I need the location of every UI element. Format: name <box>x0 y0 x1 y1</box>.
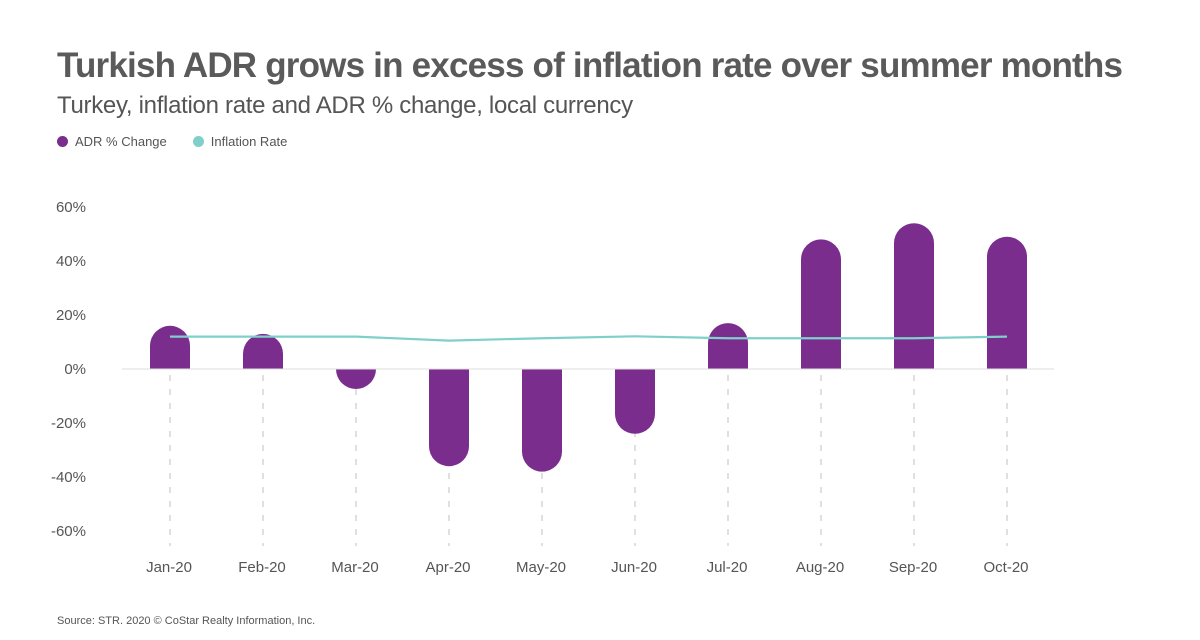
y-tick-label: -40% <box>51 469 86 486</box>
source-note: Source: STR. 2020 © CoStar Realty Inform… <box>57 615 316 627</box>
x-tick-label: Oct-20 <box>983 559 1028 576</box>
x-tick-label: Sep-20 <box>889 559 937 576</box>
inflation-line <box>170 335 1008 342</box>
y-tick-label: 40% <box>56 253 86 270</box>
legend-item-inflation: Inflation Rate <box>192 134 288 149</box>
x-tick-label: Jun-20 <box>611 559 657 576</box>
chart-title: Turkish ADR grows in excess of inflation… <box>57 46 1123 85</box>
x-tick-label: Apr-20 <box>425 559 470 576</box>
legend-swatch-inflation <box>192 136 204 147</box>
y-tick-label: 20% <box>56 307 86 324</box>
legend-label-inflation: Inflation Rate <box>210 134 288 149</box>
chart-subtitle: Turkey, inflation rate and ADR % change,… <box>57 92 633 119</box>
x-tick-label: Jul-20 <box>707 559 748 576</box>
adr-bar <box>522 369 562 472</box>
adr-bar <box>150 325 190 369</box>
adr-bar <box>336 369 376 389</box>
y-tick-label: 60% <box>56 199 86 216</box>
y-tick-label: -60% <box>51 523 86 540</box>
x-tick-label: Feb-20 <box>238 559 286 576</box>
legend-label-adr: ADR % Change <box>75 134 167 149</box>
legend-item-adr: ADR % Change <box>57 134 167 149</box>
x-tick-label: May-20 <box>516 559 566 576</box>
adr-bar <box>894 223 934 369</box>
adr-bar <box>801 239 841 369</box>
x-tick-label: Mar-20 <box>331 559 379 576</box>
adr-bar <box>987 236 1027 369</box>
adr-bar <box>429 369 469 467</box>
x-tick-label: Jan-20 <box>146 559 192 576</box>
adr-bar <box>615 369 655 434</box>
y-tick-label: 0% <box>64 361 86 378</box>
adr-bar <box>708 323 748 369</box>
legend: ADR % Change Inflation Rate <box>57 134 313 149</box>
legend-swatch-adr <box>57 136 68 147</box>
y-tick-label: -20% <box>51 415 86 432</box>
adr-bar <box>243 333 283 369</box>
x-tick-label: Aug-20 <box>796 559 844 576</box>
